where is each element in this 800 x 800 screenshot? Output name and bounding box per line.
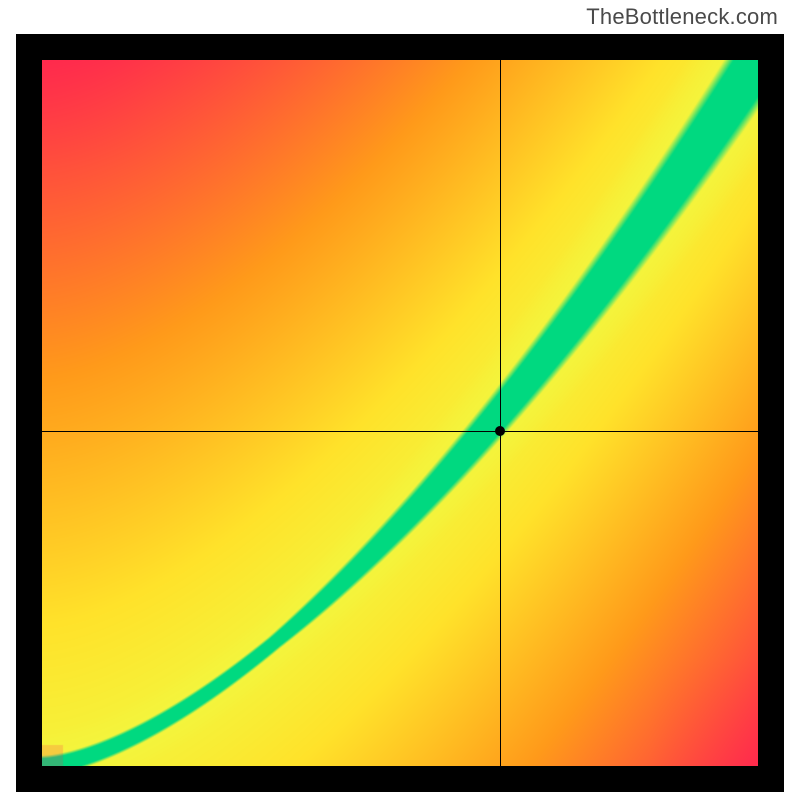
crosshair-horizontal [42,431,758,432]
data-point-marker [495,426,505,436]
crosshair-vertical [500,60,501,766]
chart-container: TheBottleneck.com [0,0,800,800]
watermark-text: TheBottleneck.com [586,4,778,30]
heatmap-canvas [42,60,758,766]
